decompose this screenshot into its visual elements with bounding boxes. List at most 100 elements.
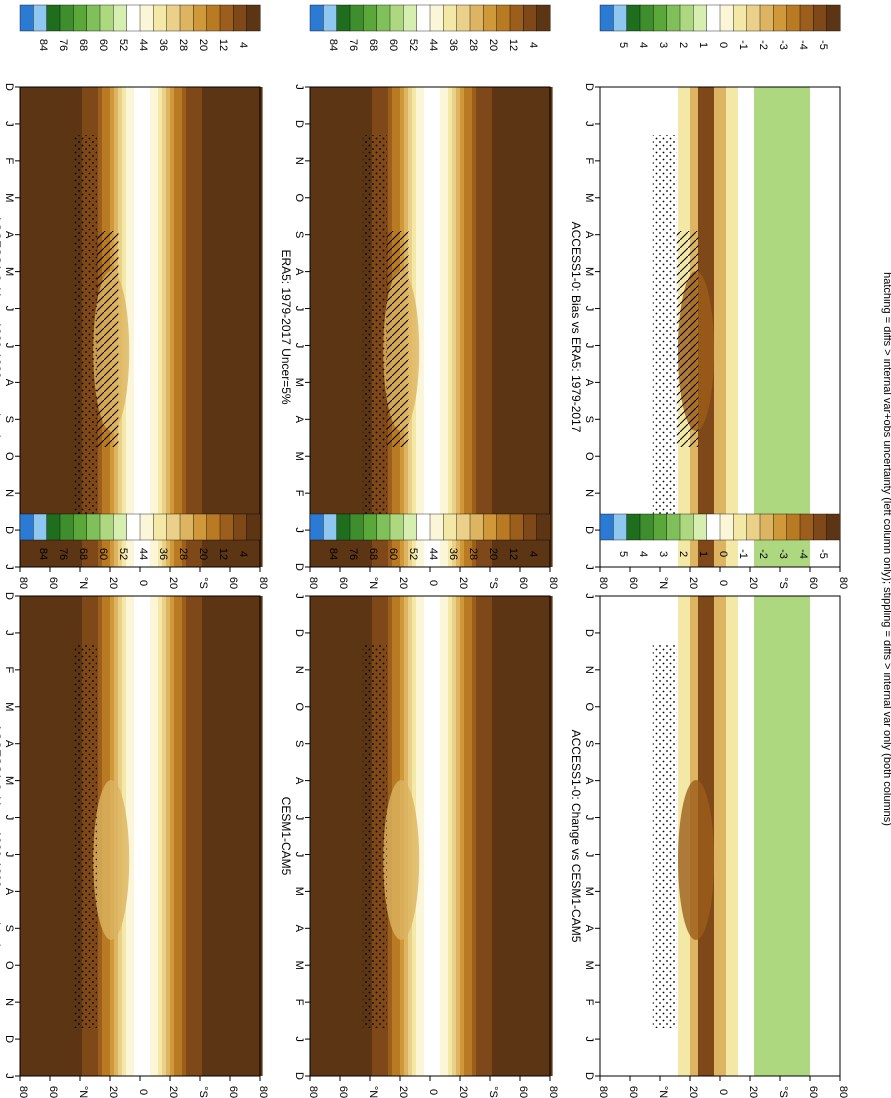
contour-band [826, 87, 831, 567]
contour-band [198, 596, 203, 1076]
colorbar-swatch [389, 513, 404, 541]
y-tick-label: °S [197, 577, 209, 589]
colorbar-swatch [483, 513, 498, 541]
colorbar-swatch [639, 513, 654, 541]
x-tick-label: D [293, 1072, 305, 1080]
x-tick-label: M [293, 378, 305, 387]
contour-band [762, 87, 767, 567]
x-tick-label: M [3, 193, 15, 202]
colorbar-tick-label: 52 [117, 548, 129, 560]
colorbar-swatch [139, 513, 154, 541]
contour-band [356, 596, 361, 1076]
x-tick-label: D [293, 120, 305, 128]
x-tick-label: A [583, 777, 595, 785]
colorbar-swatch [786, 4, 801, 32]
y-tick-label: 80 [257, 577, 269, 589]
colorbar-tick-label: -2 [757, 40, 769, 50]
contour-band [238, 87, 243, 567]
y-tick-label: °N [77, 577, 89, 589]
contour-band [750, 87, 755, 567]
colorbar-swatch [309, 513, 324, 541]
contour-band [516, 596, 521, 1076]
colorbar-swatch [126, 513, 141, 541]
colorbar-swatch [33, 4, 48, 32]
colorbar-tick-label: 76 [347, 548, 359, 560]
contour-band [62, 596, 67, 1076]
contour-band [222, 87, 227, 567]
colorbar-tick-label: 20 [197, 548, 209, 560]
panel-access-left: 80 60 °N 20 0 20 °S 60 80DJFMAMJJASONDJACCESS1-0… [0, 4, 269, 589]
contour-band [630, 87, 635, 567]
colorbar-swatch [349, 4, 364, 32]
contour-band [734, 87, 739, 567]
contour-band [142, 596, 147, 1076]
y-tick-label: °S [777, 577, 789, 589]
contour-band [234, 87, 239, 567]
contour-band [766, 596, 771, 1076]
contour-band [340, 596, 345, 1076]
colorbar-swatch [469, 513, 484, 541]
contour-band [134, 87, 139, 567]
contour-band [352, 87, 357, 567]
x-tick-label: N [583, 489, 595, 497]
x-tick-label: F [3, 666, 15, 673]
contour-band [134, 596, 139, 1076]
contour-band [230, 87, 235, 567]
colorbar-swatch [429, 513, 444, 541]
colorbar-tick-label: -5 [817, 549, 829, 559]
colorbar-swatch [483, 4, 498, 32]
x-tick-label: J [3, 630, 15, 636]
x-tick-label: A [293, 777, 305, 785]
x-tick-label: S [583, 740, 595, 747]
contour-band [22, 596, 27, 1076]
colorbar-swatch [469, 4, 484, 32]
colorbar-swatch [786, 513, 801, 541]
contour-band [62, 87, 67, 567]
colorbar-tick-label: 60 [97, 548, 109, 560]
contour-band [714, 596, 719, 1076]
colorbar-swatch [323, 4, 338, 32]
colorbar-swatch [693, 4, 708, 32]
contour-band [642, 87, 647, 567]
contour-band [250, 87, 255, 567]
contour-band [492, 87, 497, 567]
panel-access-right: 80 60 °N 20 0 20 °S 60 80DJFMAMJJASONDJACCESS1-0… [0, 513, 269, 1098]
contour-band [70, 596, 75, 1076]
contour-band [166, 87, 171, 567]
contour-band [242, 596, 247, 1076]
y-tick-label: 0 [717, 1089, 729, 1095]
contour-band [440, 87, 445, 567]
y-tick-label: 80 [837, 577, 849, 589]
contour-band [202, 596, 207, 1076]
x-tick-label: J [583, 564, 595, 570]
x-tick-label: S [3, 925, 15, 932]
contour-band [642, 596, 647, 1076]
colorbar-swatch [826, 4, 841, 32]
y-tick-label: 80 [547, 1086, 559, 1098]
colorbar-swatch [46, 4, 61, 32]
x-tick-label: O [3, 961, 15, 970]
contour-band [456, 596, 461, 1076]
colorbar-tick-label: 0 [717, 42, 729, 48]
colorbar-swatch [509, 513, 524, 541]
panel-title: ACCESS1-0: Change vs CESM1-CAM5 [569, 730, 583, 943]
contour-band [66, 596, 71, 1076]
contour-band [766, 87, 771, 567]
colorbar-swatch [19, 4, 34, 32]
colorbar-tick-label: 68 [367, 39, 379, 51]
contour-band [444, 87, 449, 567]
contour-band [170, 596, 175, 1076]
contour-band [30, 596, 35, 1076]
x-tick-label: A [3, 888, 15, 896]
x-tick-label: J [293, 84, 305, 90]
contour-band [512, 87, 517, 567]
y-tick-label: 0 [427, 1089, 439, 1095]
contour-band [178, 596, 183, 1076]
x-tick-label: A [293, 268, 305, 276]
x-tick-label: D [3, 1035, 15, 1043]
contour-band [182, 596, 187, 1076]
contour-band [822, 87, 827, 567]
contour-band [630, 596, 635, 1076]
colorbar-swatch [813, 513, 828, 541]
colorbar-swatch [799, 4, 814, 32]
